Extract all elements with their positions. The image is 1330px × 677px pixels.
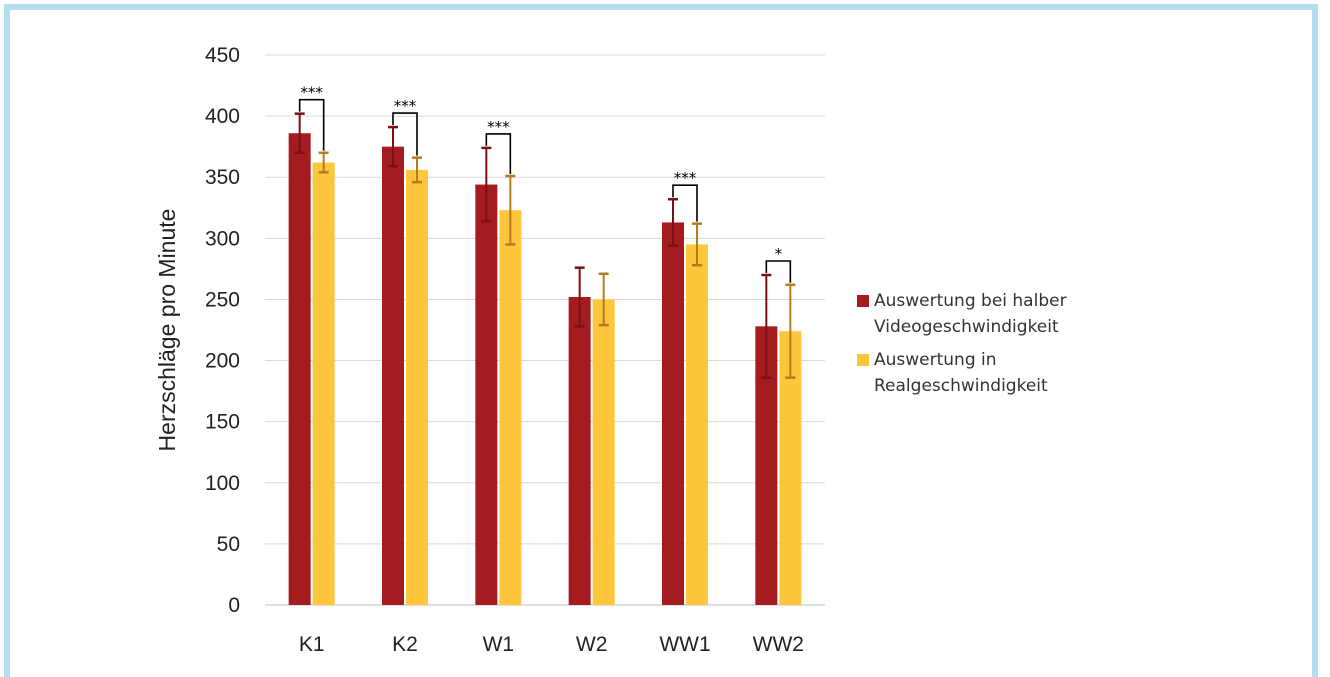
bar-k1-series2 (312, 162, 335, 606)
y-tick-label: 400 (205, 105, 240, 128)
bar-k2-series2 (406, 169, 428, 605)
legend: Auswertung bei halber Videogeschwindigke… (857, 288, 1277, 399)
significance-bracket (765, 260, 792, 283)
y-tick-label: 50 (217, 533, 240, 556)
bar-ww2-series2 (779, 331, 802, 605)
y-tick-label: 450 (205, 44, 240, 67)
x-tick-label: WW1 (659, 633, 710, 656)
y-tick-label: 0 (228, 594, 240, 617)
significance-bracket (672, 184, 698, 222)
significance-bracket (298, 98, 325, 151)
bar-w1-series2 (499, 210, 522, 605)
bar-k1-series1 (288, 133, 311, 605)
bar-k2-series1 (382, 146, 404, 605)
bar-ww2-series1 (755, 326, 778, 605)
y-tick-label: 100 (205, 472, 240, 495)
legend-label-half-speed: Auswertung bei halber Videogeschwindigke… (874, 291, 1067, 337)
significance-label: *** (300, 84, 323, 102)
legend-swatch-half-speed (857, 295, 869, 307)
y-tick-label: 250 (205, 288, 240, 311)
significance-bracket (392, 112, 418, 156)
y-tick-label: 350 (205, 166, 240, 189)
bar-w2-series1 (568, 297, 591, 605)
bar-ww1-series2 (686, 244, 708, 605)
bar-ww1-series1 (662, 222, 684, 605)
y-tick-label: 300 (205, 227, 240, 250)
significance-label: *** (487, 118, 510, 136)
significance-bracket (485, 133, 512, 174)
y-tick-label: 150 (205, 411, 240, 434)
legend-swatch-real-speed (857, 354, 869, 366)
y-axis-title: Herzschläge pro Minute (154, 209, 180, 452)
bar-w1-series1 (475, 184, 498, 606)
x-tick-label: WW2 (753, 633, 804, 656)
y-tick-label: 200 (205, 350, 240, 373)
significance-label: *** (394, 97, 417, 115)
legend-item-half-speed: Auswertung bei halber Videogeschwindigke… (857, 288, 1277, 340)
legend-item-real-speed: Auswertung in Realgeschwindigkeit (857, 347, 1277, 399)
legend-label-real-speed: Auswertung in Realgeschwindigkeit (874, 350, 1048, 396)
significance-label: * (775, 245, 783, 263)
significance-label: *** (674, 169, 697, 187)
x-tick-label: K1 (299, 633, 325, 656)
x-tick-label: W2 (576, 633, 608, 656)
x-tick-label: K2 (392, 633, 418, 656)
x-tick-label: W1 (483, 633, 515, 656)
bar-w2-series2 (592, 299, 615, 605)
